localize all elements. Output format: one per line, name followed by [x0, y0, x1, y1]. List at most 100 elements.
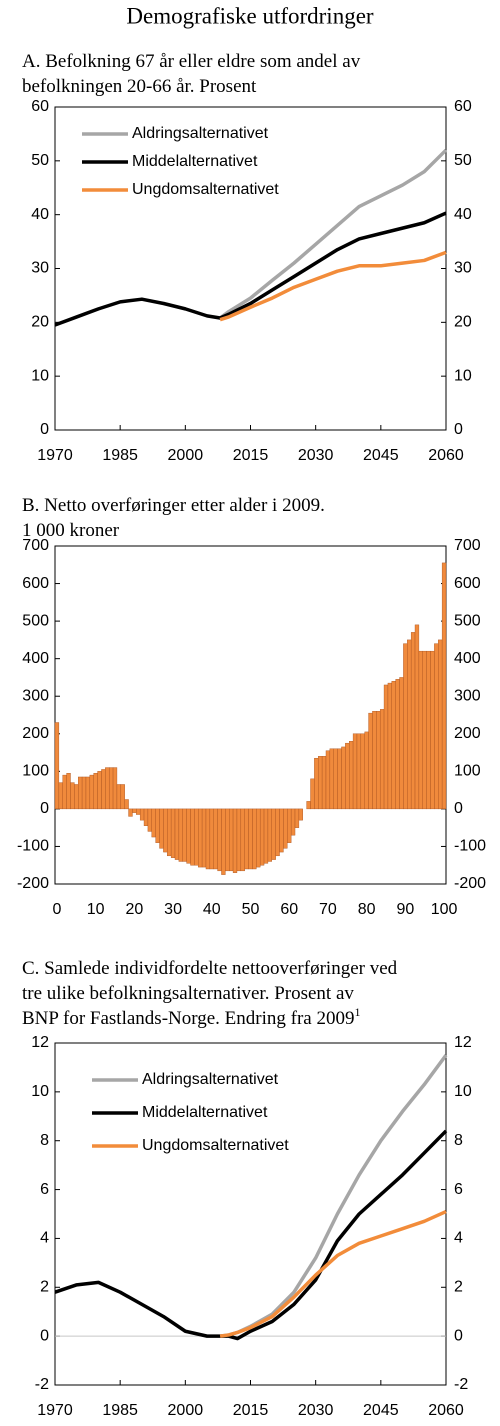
bar — [318, 756, 323, 810]
bar — [213, 808, 218, 870]
y2-tick-label: 4 — [454, 1230, 463, 1247]
y2-tick-label: 200 — [454, 725, 481, 742]
bar — [151, 808, 156, 838]
bar — [306, 801, 311, 810]
bar — [101, 769, 106, 810]
y2-tick-label: 300 — [454, 687, 481, 704]
bar — [178, 808, 183, 862]
y2-tick-label: 0 — [454, 1327, 463, 1344]
y-tick-label: 20 — [31, 314, 49, 331]
y-tick-label: -2 — [35, 1376, 49, 1393]
bar — [225, 808, 230, 872]
bar — [201, 808, 207, 868]
legend-label: Ungdomsalternativet — [142, 1137, 289, 1154]
x-tick-label: 100 — [431, 901, 458, 918]
y-tick-label: 400 — [22, 650, 49, 667]
bar — [349, 741, 354, 810]
bar — [275, 808, 280, 857]
bar — [54, 722, 60, 810]
bar — [186, 808, 191, 864]
series-line — [219, 1054, 448, 1338]
y2-tick-label: 50 — [454, 152, 472, 169]
bar — [155, 808, 160, 843]
bar — [236, 808, 242, 872]
bar — [356, 733, 362, 810]
bar — [167, 808, 172, 857]
bar — [147, 808, 152, 832]
y2-tick-label: 700 — [454, 537, 481, 554]
bar — [205, 808, 211, 870]
bar — [85, 776, 91, 810]
legend-label: Aldringsalternativet — [132, 125, 269, 142]
bar — [198, 808, 203, 868]
chart-title: BNP for Fastlands-Norge. Endring fra 200… — [22, 1005, 360, 1030]
bar — [232, 808, 238, 873]
bar — [333, 748, 338, 810]
y2-tick-label: 400 — [454, 650, 481, 667]
y2-tick-label: 100 — [454, 763, 481, 780]
x-tick-label: 1970 — [37, 447, 73, 464]
bar — [360, 733, 365, 810]
x-tick-label: 1985 — [102, 1402, 138, 1419]
y-tick-label: 500 — [22, 612, 49, 629]
x-tick-label: 1970 — [37, 1402, 73, 1419]
bar — [217, 808, 222, 872]
bar — [108, 767, 114, 810]
bar — [259, 808, 265, 866]
bar — [240, 808, 245, 872]
bar — [221, 808, 226, 875]
y2-tick-label: 8 — [454, 1132, 463, 1149]
series-line — [219, 1209, 447, 1338]
bar — [279, 808, 284, 853]
x-tick-label: 2015 — [233, 447, 269, 464]
bar — [105, 767, 110, 810]
x-tick-label: 80 — [358, 901, 376, 918]
bar — [62, 774, 67, 810]
plot-frame — [54, 1042, 447, 1386]
x-tick-label: 2030 — [298, 1402, 334, 1419]
y2-tick-label: 10 — [454, 1083, 472, 1100]
y-tick-label: -100 — [17, 838, 49, 855]
x-tick-label: 50 — [242, 901, 260, 918]
bar — [89, 774, 94, 810]
bar — [364, 731, 369, 810]
series-line — [219, 148, 448, 320]
series-line — [219, 250, 447, 322]
chart-title-line: A. Befolkning 67 år eller eldre som ande… — [22, 51, 361, 72]
y-tick-label: 0 — [40, 421, 49, 438]
x-tick-label: 2045 — [363, 1402, 399, 1419]
x-tick-label: 2060 — [428, 447, 464, 464]
bar — [391, 681, 396, 810]
y-tick-label: -200 — [17, 875, 49, 892]
chart-title-line: 1 000 kroner — [22, 520, 120, 541]
y-tick-label: 12 — [31, 1034, 49, 1051]
x-tick-label: 10 — [87, 901, 105, 918]
bar — [352, 733, 358, 810]
legend-label: Middelalternativet — [132, 153, 258, 170]
bar — [139, 808, 145, 821]
y-tick-label: 10 — [31, 1083, 49, 1100]
bar — [124, 799, 129, 810]
chart-title-line: befolkningen 20-66 år. Prosent — [22, 76, 257, 97]
bar — [170, 808, 176, 858]
bar — [298, 808, 303, 821]
title-footnote: 1 — [354, 1005, 360, 1019]
series-line — [54, 211, 447, 327]
x-tick-label: 40 — [203, 901, 221, 918]
series-line — [54, 1129, 448, 1341]
bar — [294, 808, 300, 828]
legend-label: Aldringsalternativet — [142, 1071, 279, 1088]
bar — [399, 677, 404, 810]
x-tick-label: 0 — [52, 901, 61, 918]
bar — [410, 632, 416, 810]
x-tick-label: 2030 — [298, 447, 334, 464]
bar — [403, 643, 408, 810]
bar — [314, 757, 319, 810]
chart-title-line: tre ulike befolkningsalternativer. Prose… — [22, 983, 354, 1004]
figure-title: Demografiske utfordringer — [126, 3, 374, 28]
chart-title-line: B. Netto overføringer etter alder i 2009… — [22, 495, 325, 516]
bar — [248, 808, 253, 870]
x-tick-label: 70 — [319, 901, 337, 918]
y2-tick-label: 500 — [454, 612, 481, 629]
bar — [310, 778, 315, 810]
